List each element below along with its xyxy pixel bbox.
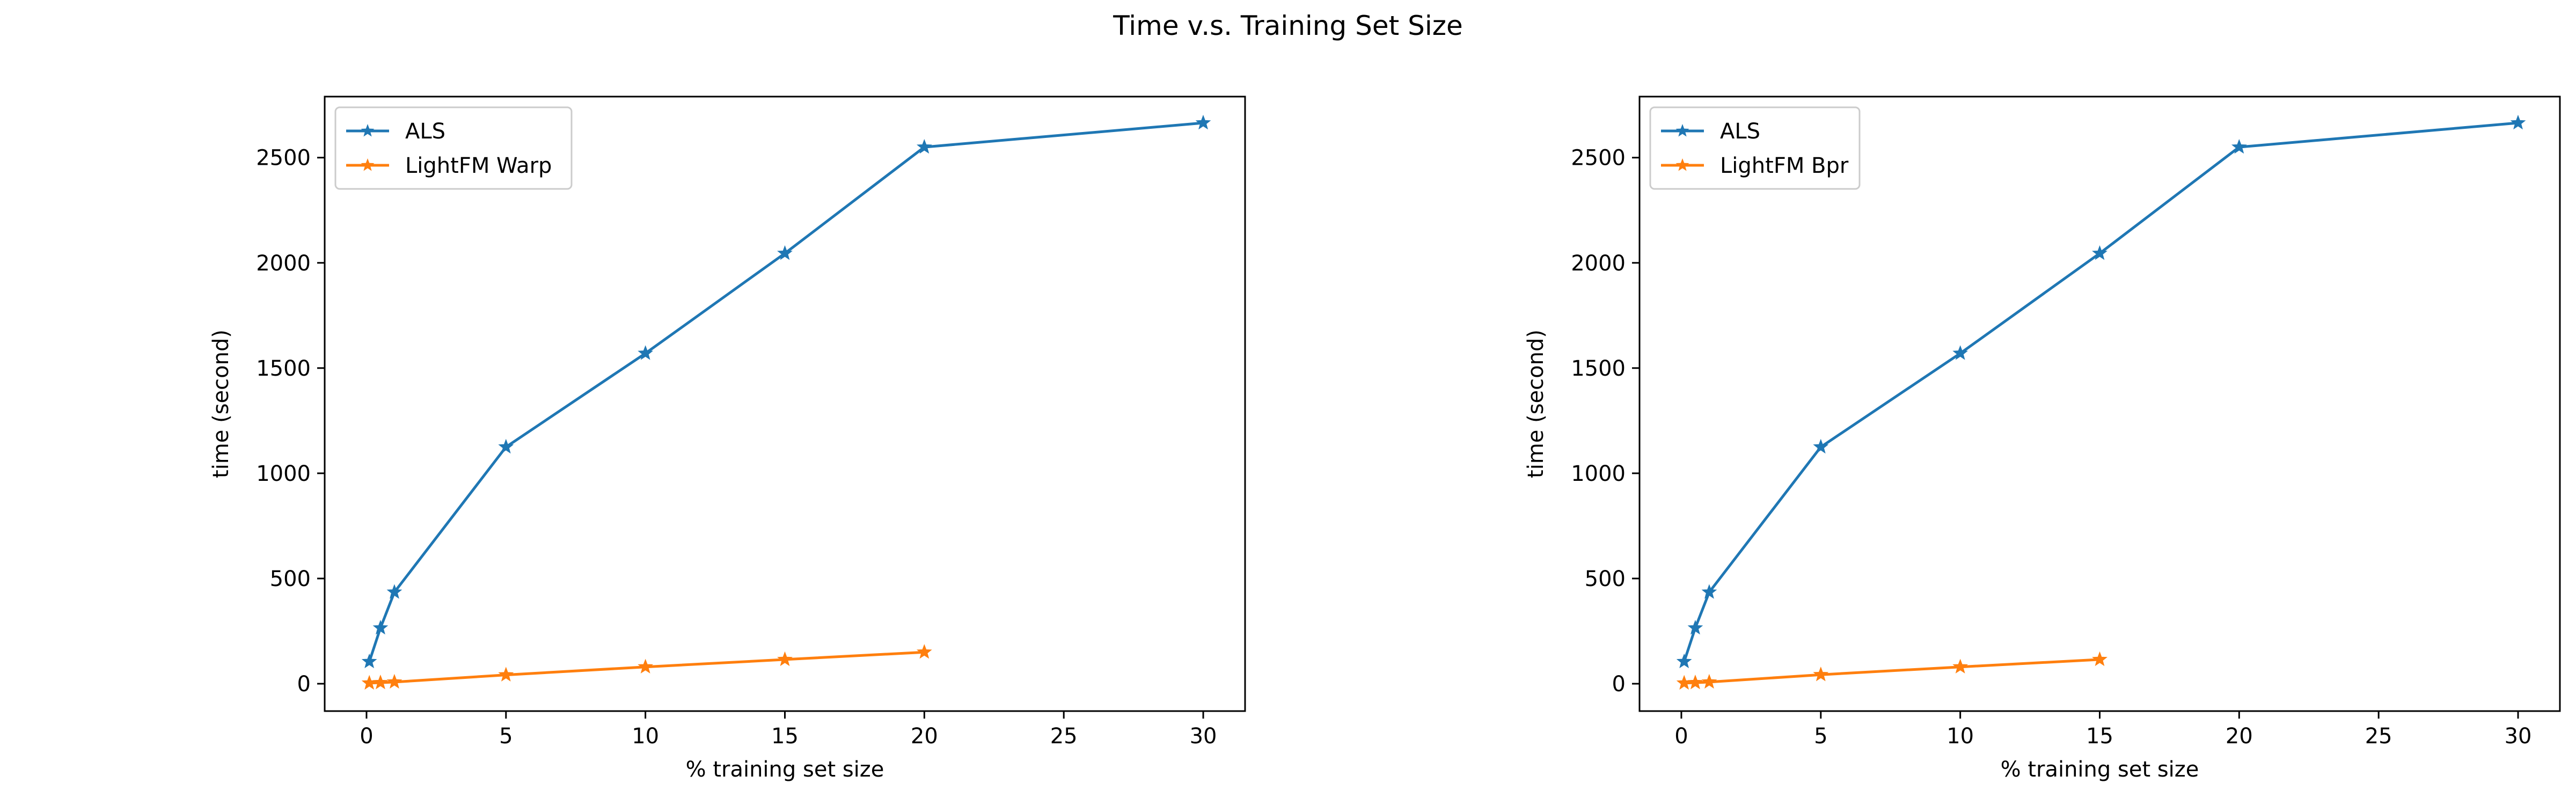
y-tick-label: 1000 — [1571, 462, 1626, 486]
data-point — [638, 345, 653, 360]
y-tick-label: 2000 — [1571, 251, 1626, 276]
data-point — [916, 644, 932, 659]
x-tick-label: 30 — [1190, 724, 1217, 749]
legend-label: LightFM Bpr — [1720, 153, 1849, 178]
x-tick-label: 15 — [2086, 724, 2113, 749]
data-point — [498, 438, 514, 454]
series-line-0 — [368, 121, 1204, 662]
x-axis-label: % training set size — [686, 757, 884, 782]
x-tick-label: 0 — [1674, 724, 1688, 749]
legend-swatch-marker — [361, 124, 375, 137]
legend-swatch-marker — [361, 158, 375, 171]
x-tick-label: 30 — [2505, 724, 2532, 749]
data-point — [498, 667, 514, 682]
y-axis-label: time (second) — [209, 330, 233, 478]
figure-title: Time v.s. Training Set Size — [1113, 10, 1463, 41]
data-point — [2092, 245, 2107, 260]
y-tick-label: 1000 — [256, 462, 311, 486]
data-point — [361, 675, 377, 690]
data-point — [361, 653, 377, 669]
data-point — [2510, 114, 2526, 130]
y-axis-label: time (second) — [1524, 330, 1548, 478]
series-line-1 — [1684, 658, 2100, 685]
x-tick-label: 20 — [911, 724, 938, 749]
data-point — [1813, 667, 1829, 682]
data-point — [1676, 653, 1692, 669]
data-point — [777, 651, 793, 667]
x-tick-label: 25 — [2365, 724, 2392, 749]
data-point — [386, 674, 402, 689]
data-point — [1952, 658, 1968, 674]
legend-swatch-marker — [1675, 158, 1689, 171]
data-point — [777, 245, 793, 260]
y-tick-label: 0 — [1612, 672, 1626, 697]
y-tick-label: 2000 — [256, 251, 311, 276]
data-point — [1195, 114, 1211, 130]
x-tick-label: 25 — [1050, 724, 1078, 749]
series-line-0 — [1682, 121, 2519, 662]
data-point — [1701, 584, 1717, 599]
data-point — [1687, 619, 1703, 635]
legend-label: LightFM Warp — [405, 153, 552, 178]
y-tick-label: 500 — [1585, 567, 1626, 591]
data-point — [2231, 138, 2247, 154]
legend-box — [1649, 106, 1861, 190]
x-tick-label: 20 — [2226, 724, 2253, 749]
data-point — [1687, 674, 1703, 690]
x-tick-label: 0 — [360, 724, 373, 749]
data-point — [386, 584, 402, 599]
x-tick-label: 5 — [1814, 724, 1827, 749]
x-tick-label: 10 — [632, 724, 659, 749]
data-point — [638, 658, 653, 674]
y-tick-label: 1500 — [256, 356, 311, 381]
legend-box — [334, 106, 573, 190]
y-tick-label: 2500 — [1571, 146, 1626, 171]
x-tick-label: 15 — [771, 724, 799, 749]
legend-label: ALS — [1720, 119, 1760, 144]
data-point — [372, 619, 389, 635]
x-tick-label: 10 — [1946, 724, 1974, 749]
data-point — [1701, 674, 1717, 689]
data-point — [1952, 345, 1968, 360]
y-tick-label: 2500 — [256, 146, 311, 171]
y-tick-label: 500 — [270, 567, 311, 591]
legend-swatch-marker — [1675, 124, 1689, 137]
y-tick-label: 1500 — [1571, 356, 1626, 381]
data-point — [372, 674, 389, 690]
y-tick-label: 0 — [297, 672, 311, 697]
data-point — [1676, 675, 1692, 690]
chart-right: 0 5 10 15 20 25 30 0 500 1000 1500 2000 2500 % traini… — [1524, 96, 2561, 782]
data-point — [1813, 438, 1829, 454]
x-tick-label: 5 — [499, 724, 513, 749]
chart-left: 0 5 10 15 20 25 30 0 500 1000 1500 2000 2500 % traini… — [209, 96, 1246, 782]
x-axis-label: % training set size — [2001, 757, 2199, 782]
data-point — [916, 138, 932, 154]
legend-label: ALS — [405, 119, 445, 144]
data-point — [2092, 651, 2107, 667]
